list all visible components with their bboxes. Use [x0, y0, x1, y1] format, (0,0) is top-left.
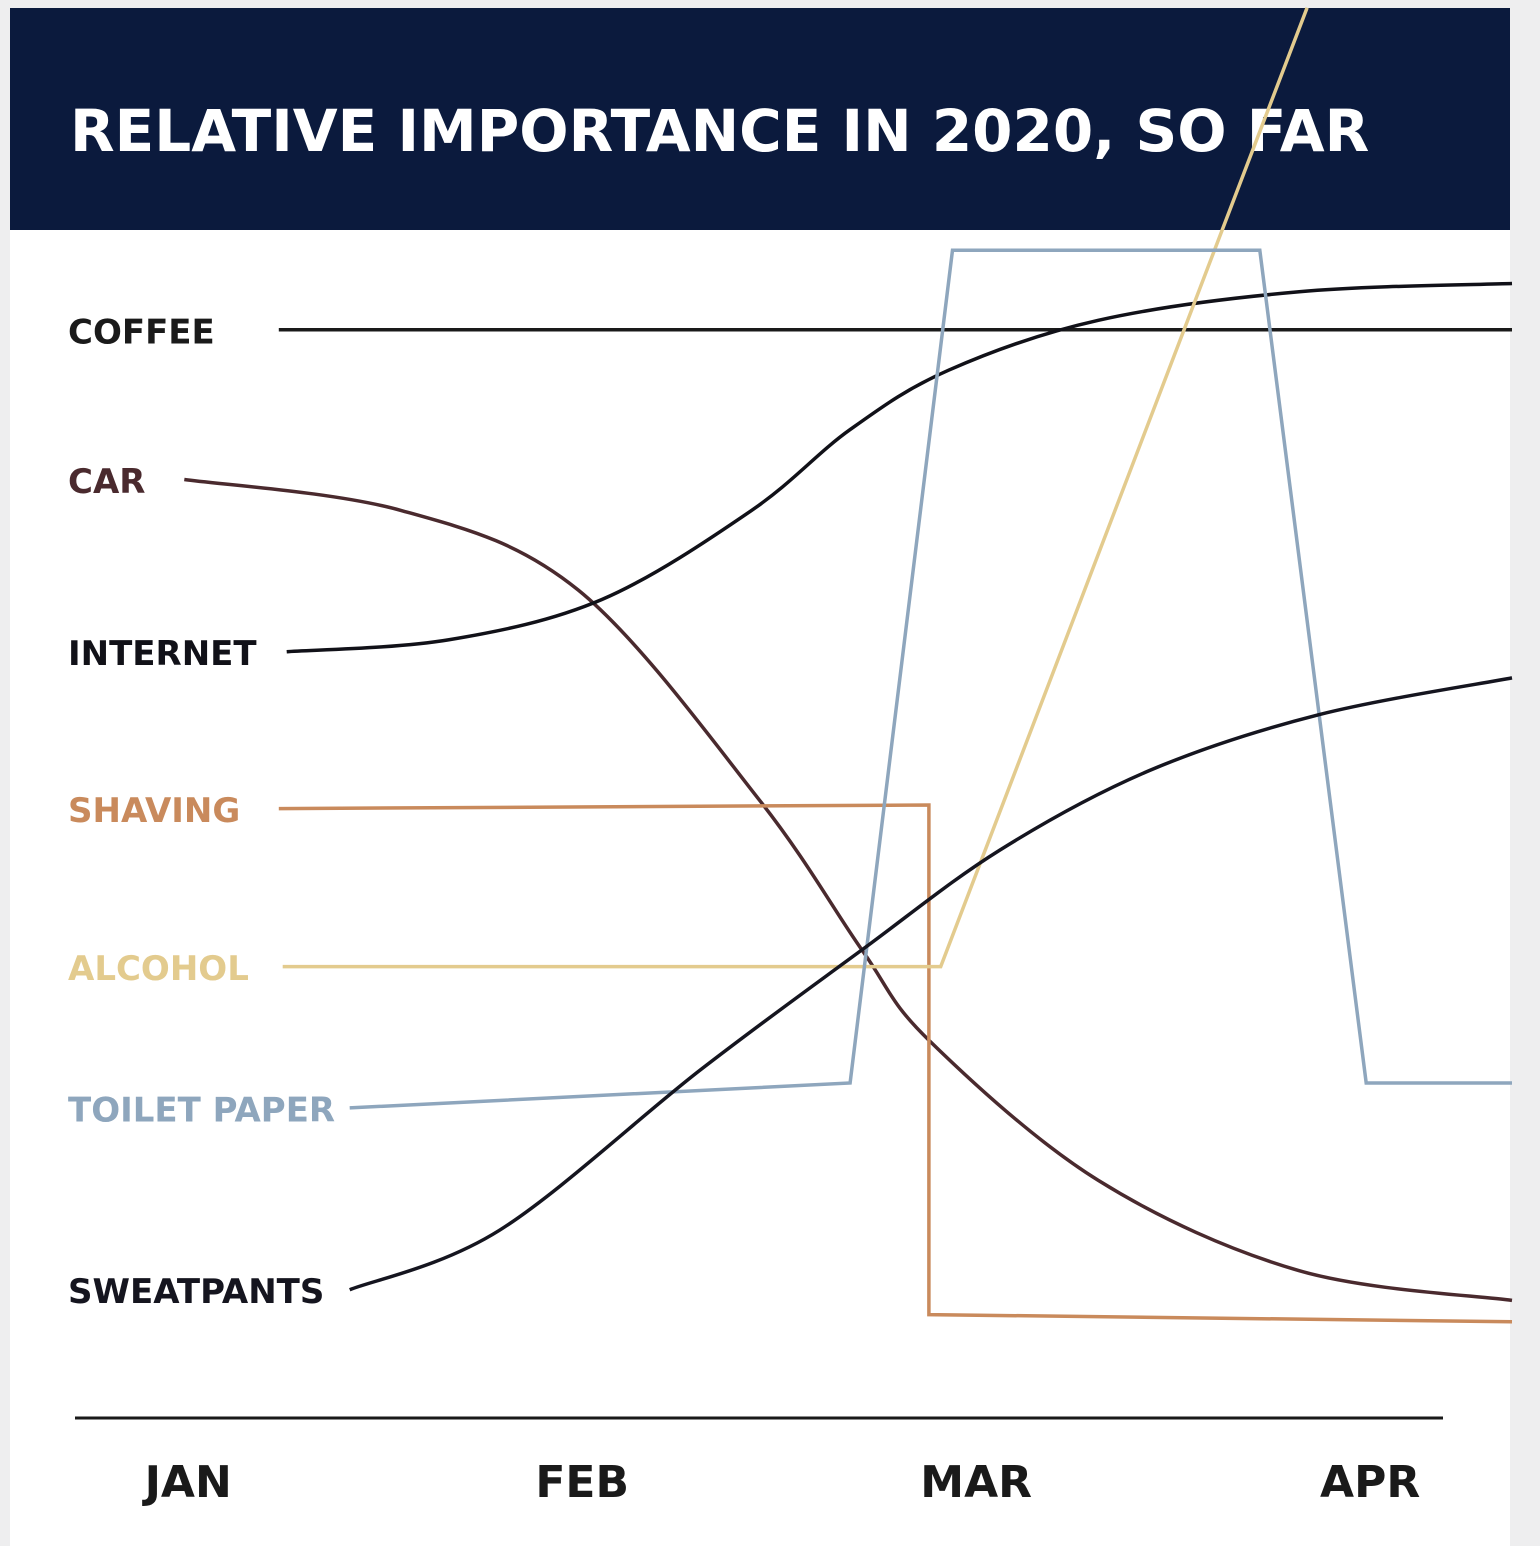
series-label: INTERNET [68, 634, 257, 674]
series-label: COFFEE [68, 312, 215, 352]
series-line [278, 803, 1513, 1324]
x-tick-label: MAR [920, 1457, 1032, 1508]
x-tick-label: APR [1320, 1457, 1420, 1508]
plot-area: JAN FEB MAR APR COFFEE CAR INTERNET SHAVING ALCO… [68, 7, 1513, 1508]
series-line [184, 477, 1513, 1303]
series-label: CAR [68, 462, 145, 502]
chart-title: RELATIVE IMPORTANCE IN 2020, SO FAR [70, 97, 1369, 165]
series-label: SWEATPANTS [68, 1272, 324, 1312]
series-line [349, 248, 1512, 1110]
series-label: SHAVING [68, 791, 240, 831]
x-tick-label: FEB [535, 1457, 629, 1508]
title-bar [10, 8, 1510, 230]
series-label: ALCOHOL [68, 949, 249, 989]
series-label: TOILET PAPER [68, 1090, 335, 1130]
x-tick-label: JAN [142, 1457, 232, 1508]
series-line [349, 676, 1513, 1292]
series-line [282, 7, 1309, 969]
chart-card [10, 8, 1510, 1546]
